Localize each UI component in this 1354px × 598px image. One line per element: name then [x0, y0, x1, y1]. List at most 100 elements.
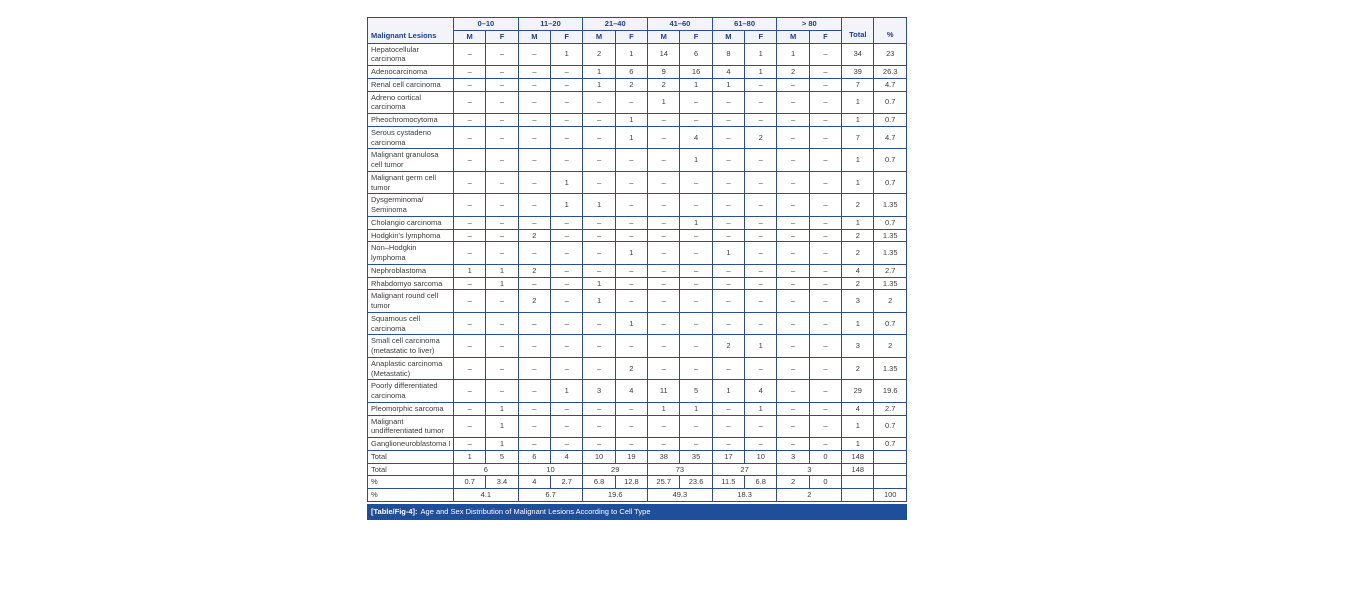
value-cell: – [452, 170, 487, 195]
value-cell: – [485, 148, 519, 172]
value-cell: – [808, 228, 843, 243]
value-cell: – [452, 356, 487, 381]
value-cell: – [647, 437, 681, 451]
value-cell: – [485, 42, 519, 66]
value-cell: – [550, 215, 584, 230]
summary-row-label: % [367, 475, 454, 489]
value-cell: – [744, 228, 778, 243]
value-cell: – [452, 414, 487, 438]
value-cell: – [776, 289, 810, 313]
value-cell: – [517, 113, 552, 127]
value-cell: – [711, 193, 746, 217]
value-cell: 1 [550, 379, 584, 403]
value-cell: – [485, 228, 519, 243]
sex-header: F [808, 29, 843, 44]
value-cell: – [776, 170, 810, 195]
value-cell: – [550, 148, 584, 172]
value-cell: – [550, 437, 584, 451]
summary-total-cell: 148 [841, 462, 875, 477]
value-cell: – [744, 437, 778, 451]
value-cell: – [550, 228, 584, 243]
value-cell: – [744, 289, 778, 313]
value-cell: – [550, 65, 584, 79]
summary-row: % 4.1 6.7 19.6 49.3 18.3 2 100 [367, 488, 907, 502]
summary-row: Total 1 5 6 4 10 19 38 35 17 10 3 0 148 [367, 449, 907, 464]
value-cell: – [550, 311, 584, 336]
value-cell: – [485, 113, 519, 127]
sex-header: M [711, 29, 746, 44]
summary-group-value-cell: 29 [582, 462, 649, 477]
malignant-lesions-table: Malignant Lesions 0–10 11–20 21–40 41–60 61–8… [367, 17, 907, 502]
row-percent-cell: 0.7 [873, 170, 907, 195]
value-cell: – [452, 289, 487, 313]
table-row: Adenocarcinoma – – – –1 6 9 16 4 1 2–39 26.3 [367, 65, 907, 79]
value-cell: – [485, 356, 519, 381]
row-percent-cell: 4.7 [873, 77, 907, 92]
value-cell: – [776, 148, 810, 172]
row-percent-cell: 0.7 [873, 311, 907, 336]
row-label: Malignant undifferentiated tumor [367, 414, 454, 438]
row-label: Ganglioneuroblastoma I [367, 437, 454, 451]
summary-row: % 0.7 3.4 4 2.7 6.8 12.8 25.7 23.6 11.5 6.8 2 0 [367, 475, 907, 489]
value-cell: – [808, 42, 843, 66]
value-cell: – [517, 437, 552, 451]
value-cell: – [485, 215, 519, 230]
value-cell: – [808, 170, 843, 195]
value-cell: – [452, 77, 487, 92]
row-total-cell: 1 [841, 414, 875, 438]
value-cell: – [485, 193, 519, 217]
summary-row-label: % [367, 488, 454, 502]
value-cell: – [744, 148, 778, 172]
value-cell: – [776, 414, 810, 438]
value-cell: – [808, 289, 843, 313]
value-cell: 1 [582, 77, 616, 92]
value-cell: – [582, 90, 616, 114]
value-cell: – [517, 334, 552, 358]
value-cell: 1 [679, 148, 713, 172]
value-cell: – [744, 193, 778, 217]
row-label: Rhabdomyo sarcoma [367, 276, 454, 291]
value-cell: – [647, 148, 681, 172]
total-column-header: Total [841, 17, 875, 44]
row-percent-cell: 0.7 [873, 215, 907, 230]
row-total-cell: 4 [841, 401, 875, 416]
value-cell: – [485, 65, 519, 79]
value-cell: – [582, 437, 616, 451]
value-cell: – [711, 263, 746, 278]
value-cell: 1 [776, 42, 810, 66]
table-row: Nephroblastoma 1 1 2– – – – – – – – –4 2.7 [367, 263, 907, 278]
value-cell: 1 [679, 77, 713, 92]
value-cell: – [452, 42, 487, 66]
value-cell: – [485, 334, 519, 358]
sex-header: M [647, 29, 681, 44]
value-cell: 1 [744, 401, 778, 416]
row-label: Pleomorphic sarcoma [367, 401, 454, 416]
row-label: Cholangio carcinoma [367, 215, 454, 230]
row-total-cell: 7 [841, 125, 875, 150]
value-cell: 1 [647, 401, 681, 416]
value-cell: – [550, 289, 584, 313]
value-cell: – [517, 77, 552, 92]
value-cell: – [517, 148, 552, 172]
value-cell: – [744, 113, 778, 127]
value-cell: – [808, 65, 843, 79]
value-cell: 2 [614, 356, 649, 381]
value-cell: – [582, 263, 616, 278]
summary-total-cell [841, 475, 875, 489]
row-total-cell: 1 [841, 148, 875, 172]
value-cell: – [776, 90, 810, 114]
value-cell: – [679, 228, 713, 243]
value-cell: – [711, 125, 746, 150]
table-row: Serous cystadeno carcinoma – – – – –1–4–2– –7 4… [367, 125, 907, 150]
value-cell: 1 [711, 241, 746, 265]
value-cell: – [452, 334, 487, 358]
value-cell: 5 [679, 379, 713, 403]
table-row: Renal cell carcinoma – – – –1 2 2 1 1– – –7 4.7 [367, 77, 907, 92]
row-label: Dysgerminoma/ Seminoma [367, 193, 454, 217]
summary-value-cell: 6.8 [744, 475, 778, 489]
value-cell: 2 [582, 42, 616, 66]
value-cell: – [614, 276, 649, 291]
row-total-cell: 7 [841, 77, 875, 92]
value-cell: – [647, 276, 681, 291]
